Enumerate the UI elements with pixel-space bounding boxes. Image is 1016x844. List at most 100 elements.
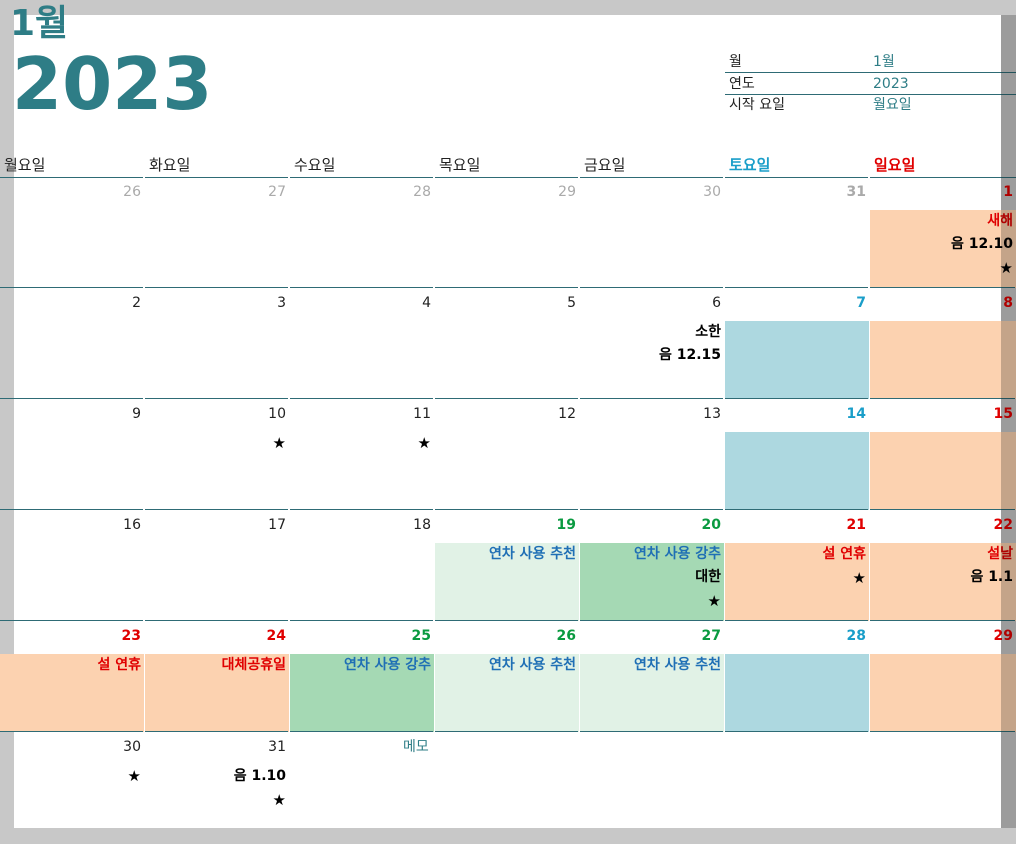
- day-cell[interactable]: 7: [725, 289, 869, 399]
- weekday-underline: [0, 177, 143, 178]
- day-event: 음 1.10: [233, 768, 286, 784]
- day-number: 10: [268, 406, 286, 422]
- day-cell[interactable]: 31: [725, 178, 869, 288]
- day-cell[interactable]: 22 설날 음 1.1: [870, 511, 1016, 621]
- row-divider: [870, 398, 1015, 399]
- row-divider: [145, 398, 288, 399]
- day-number: 27: [701, 628, 721, 644]
- day-number: 12: [558, 406, 576, 422]
- day-highlight: [725, 432, 869, 510]
- row-divider: [0, 398, 143, 399]
- info-value-month[interactable]: 1월: [873, 54, 895, 70]
- info-label-month: 월: [729, 54, 742, 70]
- day-cell[interactable]: 11 ★: [290, 400, 434, 510]
- day-cell[interactable]: 30: [580, 178, 724, 288]
- row-divider: [725, 620, 868, 621]
- day-cell[interactable]: 10 ★: [145, 400, 289, 510]
- row-divider: [870, 731, 1015, 732]
- day-cell[interactable]: 31 음 1.10 ★: [145, 733, 289, 843]
- day-cell[interactable]: 2: [0, 289, 144, 399]
- row-divider: [580, 398, 723, 399]
- weekday-sun: 일요일: [874, 156, 916, 174]
- day-cell[interactable]: 1 새해 음 12.10 ★: [870, 178, 1016, 288]
- weekday-mon: 월요일: [4, 156, 46, 174]
- row-divider: [580, 287, 723, 288]
- info-label-start-day: 시작 요일: [729, 97, 785, 113]
- day-highlight: [0, 654, 144, 732]
- row-divider: [290, 620, 433, 621]
- day-cell[interactable]: 14: [725, 400, 869, 510]
- day-number: 31: [846, 184, 866, 200]
- day-number: 13: [703, 406, 721, 422]
- day-cell[interactable]: 26: [0, 178, 144, 288]
- row-divider: [145, 731, 288, 732]
- day-number: 29: [558, 184, 576, 200]
- info-divider: [725, 94, 1016, 95]
- day-cell[interactable]: 6 소한 음 12.15: [580, 289, 724, 399]
- day-cell[interactable]: 4: [290, 289, 434, 399]
- day-number: 19: [556, 517, 576, 533]
- weekday-wed: 수요일: [294, 156, 336, 174]
- day-cell[interactable]: 25 연차 사용 강추: [290, 622, 434, 732]
- memo-label[interactable]: 메모: [403, 739, 429, 755]
- day-event: 연차 사용 추천: [633, 657, 721, 673]
- day-cell[interactable]: 5: [435, 289, 579, 399]
- day-event: 새해: [987, 213, 1013, 229]
- day-cell[interactable]: 30 ★: [0, 733, 144, 843]
- day-number: 30: [703, 184, 721, 200]
- day-cell[interactable]: 28: [725, 622, 869, 732]
- row-divider: [0, 287, 143, 288]
- month-title: 1월: [10, 3, 69, 44]
- day-number: 26: [556, 628, 576, 644]
- weekday-underline: [290, 177, 433, 178]
- info-value-year[interactable]: 2023: [873, 76, 909, 92]
- day-cell[interactable]: 9: [0, 400, 144, 510]
- day-cell[interactable]: 13: [580, 400, 724, 510]
- day-number: 17: [268, 517, 286, 533]
- row-divider: [435, 509, 578, 510]
- day-cell[interactable]: 3: [145, 289, 289, 399]
- day-cell[interactable]: 27 연차 사용 추천: [580, 622, 724, 732]
- row-divider: [145, 509, 288, 510]
- day-cell[interactable]: 18: [290, 511, 434, 621]
- day-highlight: [435, 654, 579, 732]
- row-divider: [870, 287, 1015, 288]
- day-cell[interactable]: 29: [870, 622, 1016, 732]
- day-highlight: [725, 654, 869, 732]
- day-cell[interactable]: 27: [145, 178, 289, 288]
- weekday-fri: 금요일: [584, 156, 626, 174]
- day-cell[interactable]: 29: [435, 178, 579, 288]
- day-cell[interactable]: 19 연차 사용 추천: [435, 511, 579, 621]
- weekday-underline: [870, 177, 1016, 178]
- day-event: 연차 사용 강추: [343, 657, 431, 673]
- day-cell[interactable]: 26 연차 사용 추천: [435, 622, 579, 732]
- row-divider: [290, 398, 433, 399]
- star-icon: ★: [272, 434, 286, 452]
- row-divider: [580, 509, 723, 510]
- day-cell[interactable]: 16: [0, 511, 144, 621]
- row-divider: [435, 620, 578, 621]
- year-title: 2023: [12, 42, 213, 126]
- day-cell[interactable]: 17: [145, 511, 289, 621]
- day-highlight: [725, 543, 869, 621]
- row-divider: [435, 731, 578, 732]
- day-number: 25: [411, 628, 431, 644]
- day-number: 22: [993, 517, 1013, 533]
- day-cell[interactable]: 23 설 연휴: [0, 622, 144, 732]
- day-cell[interactable]: 12: [435, 400, 579, 510]
- day-cell[interactable]: 28: [290, 178, 434, 288]
- day-number: 4: [422, 295, 431, 311]
- info-label-year: 연도: [729, 76, 755, 92]
- row-divider: [435, 287, 578, 288]
- day-cell[interactable]: 8: [870, 289, 1016, 399]
- day-number: 29: [993, 628, 1013, 644]
- day-highlight: [290, 654, 434, 732]
- day-cell[interactable]: 24 대체공휴일: [145, 622, 289, 732]
- day-number: 28: [413, 184, 431, 200]
- day-number: 30: [123, 739, 141, 755]
- row-divider: [290, 509, 433, 510]
- day-cell[interactable]: 20 연차 사용 강추 대한 ★: [580, 511, 724, 621]
- info-value-start-day[interactable]: 월요일: [873, 97, 912, 113]
- day-cell[interactable]: 21 설 연휴 ★: [725, 511, 869, 621]
- day-cell[interactable]: 15: [870, 400, 1016, 510]
